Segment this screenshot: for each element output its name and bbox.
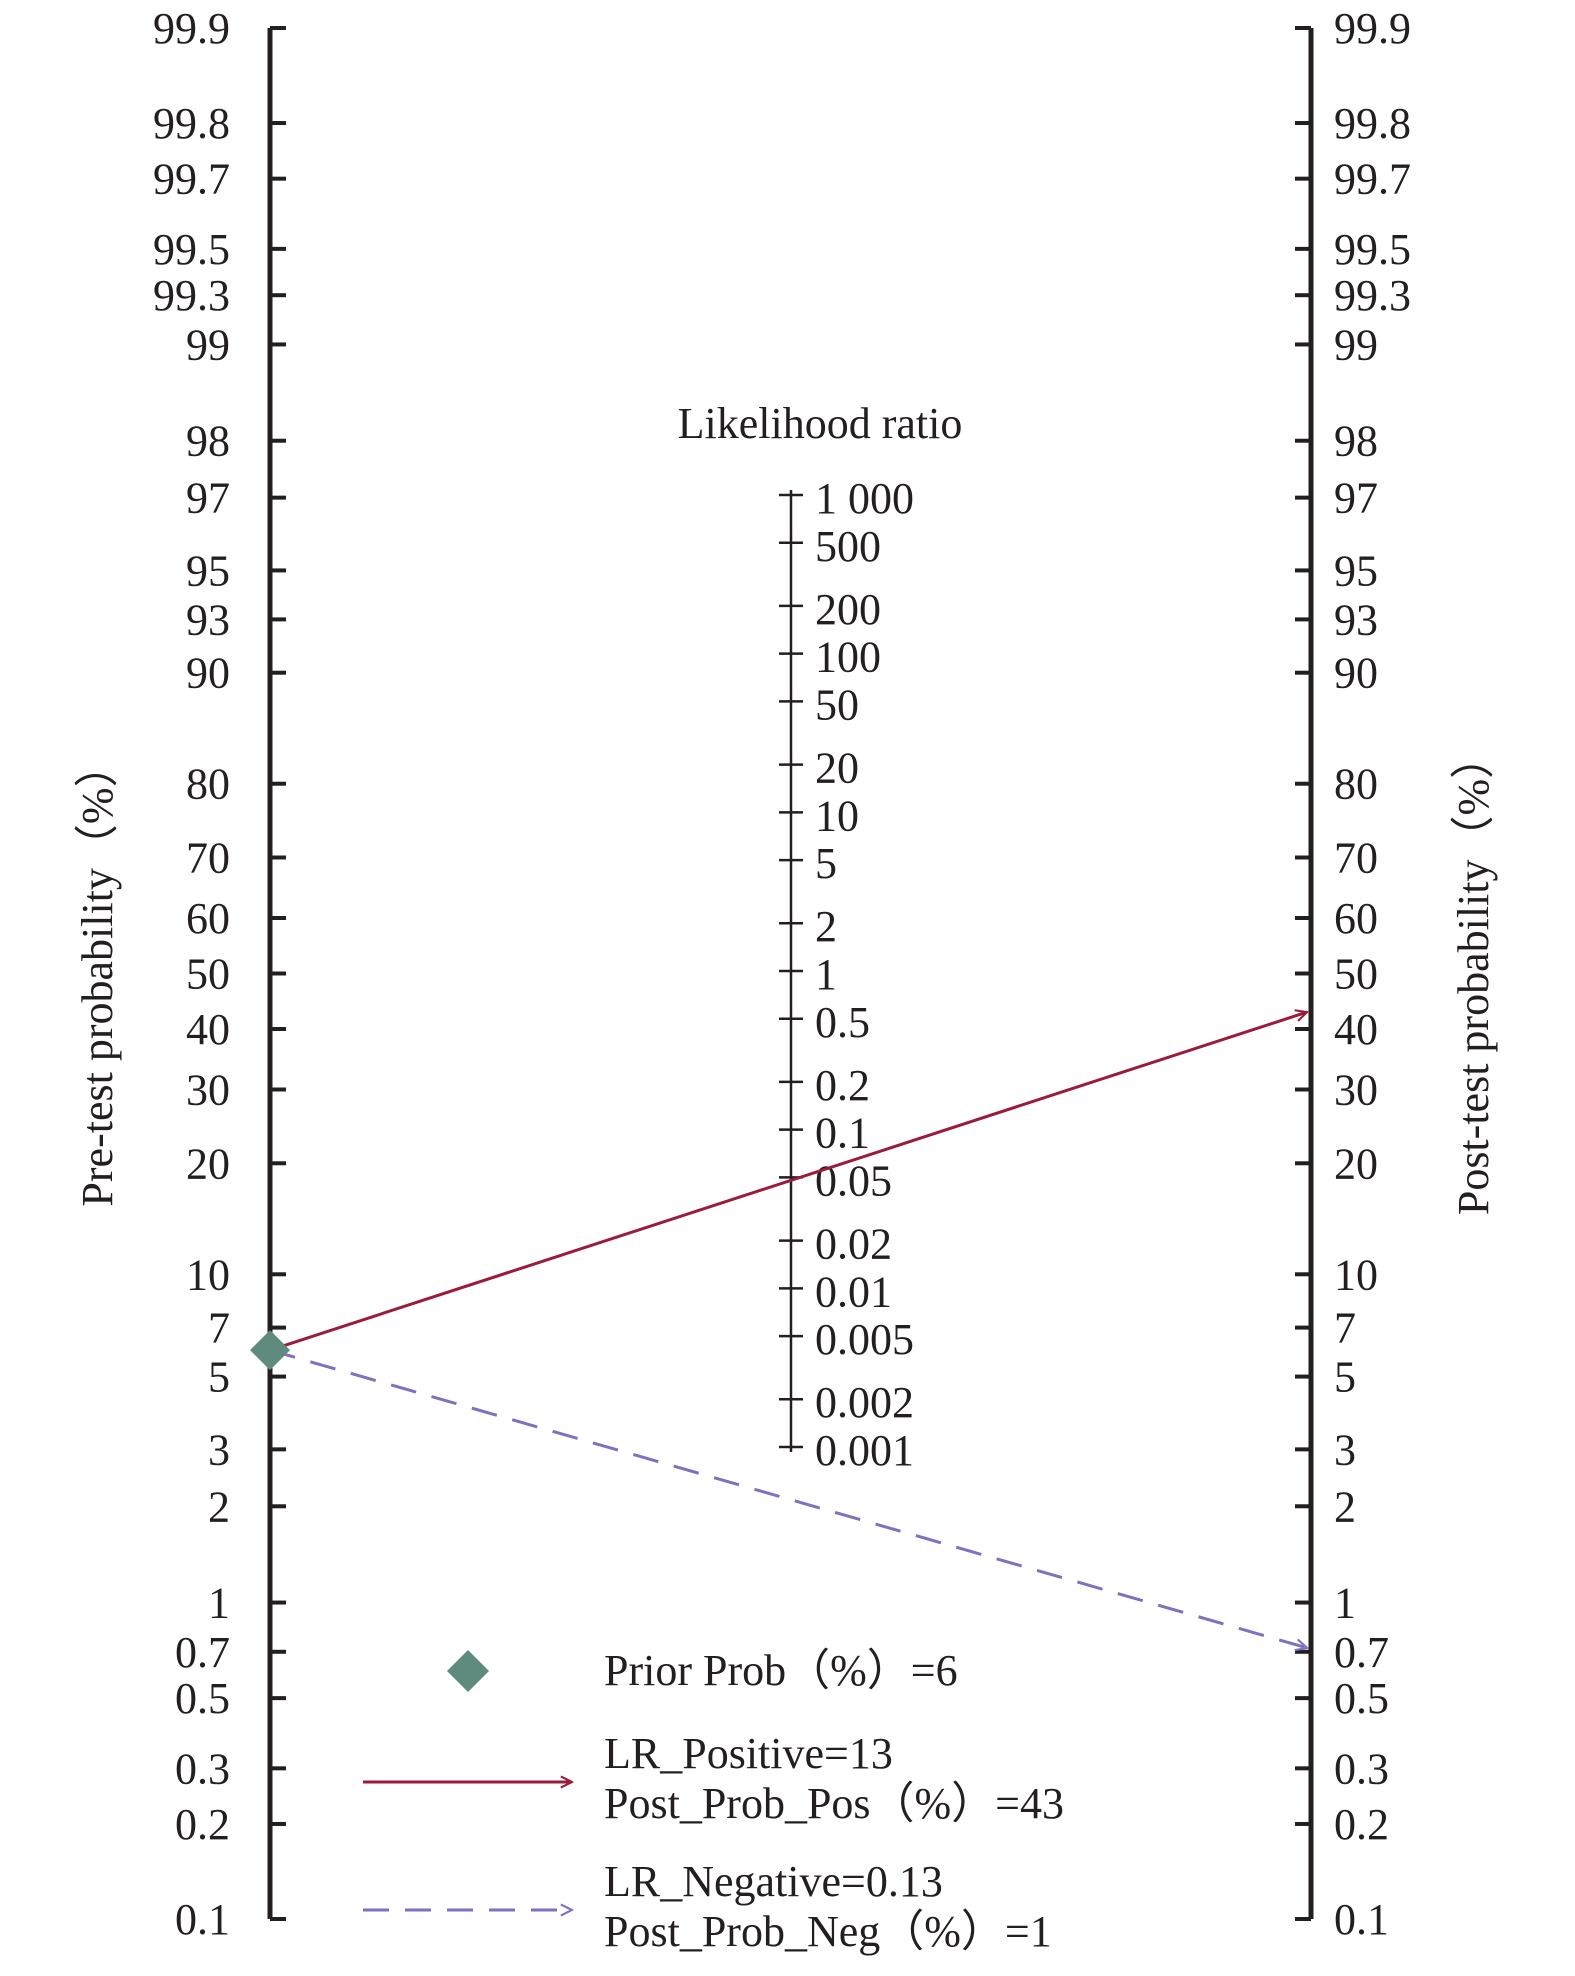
posttest-tick-label: 5 xyxy=(1334,1353,1356,1402)
pretest-tick-label: 5 xyxy=(208,1353,230,1402)
legend-prior-marker xyxy=(447,1650,489,1692)
pretest-tick-label: 93 xyxy=(186,595,230,644)
posttest-tick-label: 98 xyxy=(1334,417,1378,466)
lr-tick-label: 5 xyxy=(815,839,837,888)
prior-prob-marker xyxy=(250,1330,290,1371)
pretest-tick-label: 0.2 xyxy=(175,1800,230,1849)
pretest-tick-label: 0.5 xyxy=(175,1674,230,1723)
pretest-tick-label: 10 xyxy=(186,1250,230,1299)
pretest-tick-label: 80 xyxy=(186,760,230,809)
pretest-tick-label: 98 xyxy=(186,417,230,466)
pretest-tick-label: 60 xyxy=(186,894,230,943)
legend: Prior Prob（%）=6 LR_Positive=13 Post_Prob… xyxy=(363,1646,1064,1956)
pretest-tick-label: 20 xyxy=(186,1139,230,1188)
lr-tick-label: 0.5 xyxy=(815,998,870,1047)
posttest-tick-label: 99.3 xyxy=(1334,271,1411,320)
negative-lr-line xyxy=(269,1348,1307,1648)
lr-tick-label: 0.002 xyxy=(815,1378,914,1427)
posttest-tick-label: 0.5 xyxy=(1334,1674,1389,1723)
pretest-tick-label: 99 xyxy=(186,320,230,369)
positive-lr-line xyxy=(269,1012,1307,1352)
lr-tick-label: 10 xyxy=(815,791,859,840)
pretest-axis-title: Pre-test probability（%） xyxy=(73,743,122,1206)
lr-tick-label: 0.1 xyxy=(815,1109,870,1158)
lr-axis-title: Likelihood ratio xyxy=(678,399,963,448)
posttest-axis-title: Post-test probability（%） xyxy=(1449,735,1498,1215)
posttest-tick-label: 3 xyxy=(1334,1425,1356,1474)
posttest-tick-label: 80 xyxy=(1334,760,1378,809)
lr-tick-label: 0.005 xyxy=(815,1315,914,1364)
pretest-tick-label: 99.9 xyxy=(153,4,230,53)
pretest-tick-label: 50 xyxy=(186,950,230,999)
posttest-tick-label: 1 xyxy=(1334,1579,1356,1628)
pretest-ticks: 0.1 0.2 0.3 0.50.71 2 3 57 10 20 30 40 50 60 70 80 90 93… xyxy=(153,4,286,1944)
legend-negative-post-text: Post_Prob_Neg（%）=1 xyxy=(604,1907,1052,1956)
pretest-tick-label: 40 xyxy=(186,1005,230,1054)
lr-tick-label: 0.2 xyxy=(815,1061,870,1110)
posttest-tick-label: 70 xyxy=(1334,834,1378,883)
posttest-tick-label: 10 xyxy=(1334,1250,1378,1299)
posttest-tick-label: 0.3 xyxy=(1334,1744,1389,1793)
lr-tick-label: 0.05 xyxy=(815,1156,892,1205)
pretest-tick-label: 70 xyxy=(186,834,230,883)
legend-positive-lr-text: LR_Positive=13 xyxy=(604,1729,893,1778)
pretest-tick-label: 99.8 xyxy=(153,99,230,148)
posttest-tick-label: 60 xyxy=(1334,894,1378,943)
pretest-tick-label: 2 xyxy=(208,1482,230,1531)
posttest-tick-label: 0.1 xyxy=(1334,1895,1389,1944)
posttest-tick-label: 0.2 xyxy=(1334,1800,1389,1849)
lr-tick-label: 100 xyxy=(815,633,881,682)
posttest-tick-label: 95 xyxy=(1334,546,1378,595)
legend-prior-text: Prior Prob（%）=6 xyxy=(604,1646,958,1695)
lr-tick-label: 50 xyxy=(815,680,859,729)
pretest-tick-label: 1 xyxy=(208,1579,230,1628)
posttest-tick-label: 40 xyxy=(1334,1005,1378,1054)
posttest-tick-label: 7 xyxy=(1334,1304,1356,1353)
posttest-tick-label: 97 xyxy=(1334,474,1378,523)
posttest-tick-label: 30 xyxy=(1334,1065,1378,1114)
lr-tick-label: 2 xyxy=(815,902,837,951)
legend-negative-lr-text: LR_Negative=0.13 xyxy=(604,1857,943,1906)
pretest-tick-label: 0.1 xyxy=(175,1895,230,1944)
posttest-tick-label: 99.9 xyxy=(1334,4,1411,53)
lr-tick-label: 1 000 xyxy=(815,474,914,523)
posttest-tick-label: 20 xyxy=(1334,1139,1378,1188)
posttest-tick-label: 99.8 xyxy=(1334,99,1411,148)
lr-tick-label: 0.01 xyxy=(815,1267,892,1316)
lr-tick-label: 0.02 xyxy=(815,1220,892,1269)
pretest-tick-label: 7 xyxy=(208,1304,230,1353)
lr-tick-label: 0.001 xyxy=(815,1426,914,1475)
posttest-tick-label: 50 xyxy=(1334,950,1378,999)
pretest-tick-label: 99.5 xyxy=(153,225,230,274)
posttest-tick-label: 93 xyxy=(1334,595,1378,644)
lr-tick-label: 200 xyxy=(815,585,881,634)
pretest-tick-label: 99.3 xyxy=(153,271,230,320)
pretest-tick-label: 3 xyxy=(208,1425,230,1474)
pretest-tick-label: 0.7 xyxy=(175,1628,230,1677)
pretest-tick-label: 95 xyxy=(186,546,230,595)
posttest-tick-label: 2 xyxy=(1334,1482,1356,1531)
pretest-tick-label: 90 xyxy=(186,649,230,698)
posttest-tick-label: 90 xyxy=(1334,649,1378,698)
lr-tick-label: 20 xyxy=(815,744,859,793)
lr-tick-label: 1 xyxy=(815,950,837,999)
lr-tick-label: 500 xyxy=(815,522,881,571)
posttest-tick-label: 99.5 xyxy=(1334,225,1411,274)
pretest-tick-label: 0.3 xyxy=(175,1744,230,1793)
posttest-ticks: 99.999.899.799.599.399989795939080706050… xyxy=(1295,4,1411,1944)
pretest-tick-label: 99.7 xyxy=(153,155,230,204)
legend-positive-post-text: Post_Prob_Pos（%）=43 xyxy=(604,1779,1064,1828)
posttest-tick-label: 0.7 xyxy=(1334,1628,1389,1677)
pretest-tick-label: 30 xyxy=(186,1065,230,1114)
pretest-tick-label: 97 xyxy=(186,474,230,523)
posttest-tick-label: 99.7 xyxy=(1334,155,1411,204)
posttest-tick-label: 99 xyxy=(1334,320,1378,369)
